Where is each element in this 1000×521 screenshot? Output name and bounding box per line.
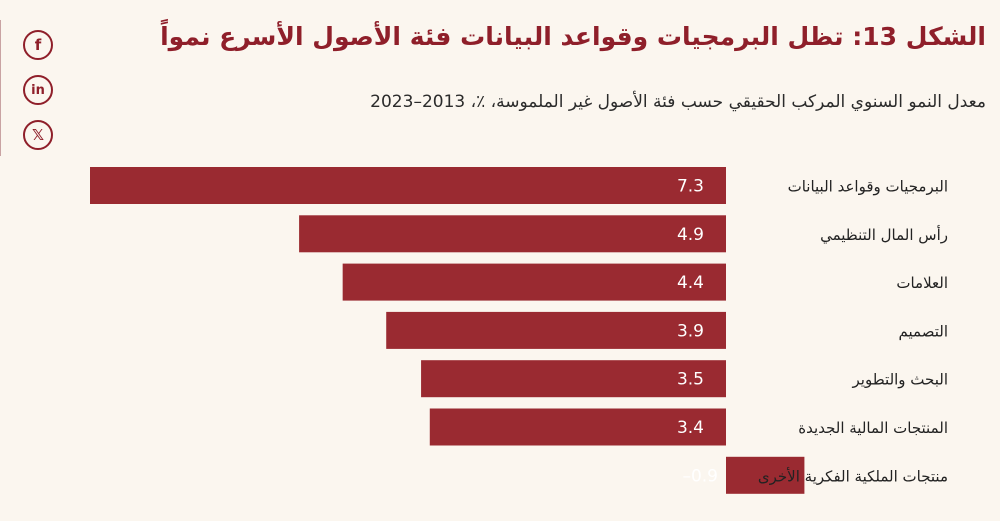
chart-title: الشكل 13: تظل البرمجيات وقواعد البيانات … [160, 22, 986, 51]
bar-value-label: 4.4 [677, 273, 704, 293]
category-label: البرمجيات وقواعد البيانات [788, 178, 948, 196]
bar-value-label: 4.9 [677, 225, 704, 245]
category-label: التصميم [899, 322, 948, 340]
chart-subtitle: معدل النمو السنوي المركب الحقيقي حسب فئة… [370, 92, 986, 112]
bar-value-label: 7.3 [677, 177, 704, 197]
x-icon[interactable]: 𝕏 [23, 120, 53, 150]
bar-3 [386, 311, 726, 349]
category-label: العلامات [896, 274, 948, 292]
bar-value-label: 3.5 [677, 370, 704, 390]
bar-value-label: 3.9 [677, 321, 704, 341]
category-label: البحث والتطوير [852, 371, 948, 389]
bar-5 [429, 408, 726, 446]
share-bar: f in 𝕏 [0, 20, 73, 156]
bar-6 [726, 456, 805, 494]
category-label: رأس المال التنظيمي [820, 225, 948, 245]
bar-1 [299, 215, 726, 253]
facebook-icon[interactable]: f [23, 30, 53, 60]
bar-value-label: –0.9 [682, 466, 718, 486]
bar-4 [421, 360, 726, 398]
linkedin-icon[interactable]: in [23, 75, 53, 105]
bar-value-label: 3.4 [677, 418, 704, 438]
category-label: منتجات الملكية الفكرية الأخرى [758, 466, 948, 485]
category-label: المنتجات المالية الجديدة [798, 419, 948, 437]
bar-2 [342, 263, 726, 301]
bar-0 [90, 167, 726, 204]
